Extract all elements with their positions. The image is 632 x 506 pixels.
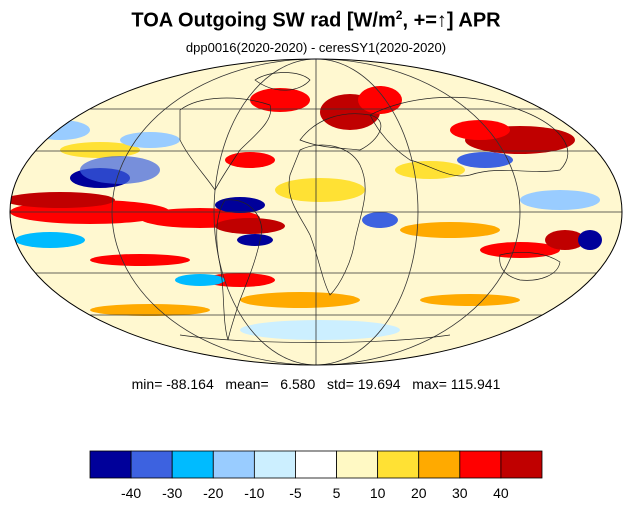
colorbar-tick-label: 40 <box>493 485 509 501</box>
colorbar-tick-label: 10 <box>370 485 386 501</box>
colorbar-swatch <box>295 450 337 479</box>
colorbar-swatch <box>500 450 543 479</box>
colorbar-swatch <box>336 450 379 479</box>
colorbar-tick-label: -10 <box>244 485 264 501</box>
colorbar-swatch <box>459 450 502 479</box>
graticule <box>10 59 622 365</box>
colorbar-swatch <box>212 450 255 479</box>
colorbar-swatch <box>171 450 214 479</box>
colorbar-tick-label: 30 <box>452 485 468 501</box>
plot-subtitle: dpp0016(2020-2020) - ceresSY1(2020-2020) <box>185 40 447 55</box>
plot-title: TOA Outgoing SW rad [W/m2, +=↑] APR <box>131 8 501 32</box>
coastlines <box>179 72 569 343</box>
colorbar-tick-label: -20 <box>203 485 223 501</box>
map-border <box>9 58 623 366</box>
colorbar-swatch <box>130 450 173 479</box>
colorbar-tick-label: -5 <box>289 485 302 501</box>
colorbar-tick-label: -30 <box>162 485 182 501</box>
colorbar-tick-label: 20 <box>411 485 427 501</box>
colorbar-swatch <box>418 450 461 479</box>
colorbar-swatch <box>253 450 296 479</box>
colorbar-swatch <box>377 450 420 479</box>
colorbar-swatch <box>89 450 132 479</box>
colorbar-tick-label: 5 <box>333 485 341 501</box>
colorbar-tick-label: -40 <box>121 485 141 501</box>
statistics-line: min= -88.164 mean= 6.580 std= 19.694 max… <box>131 376 501 392</box>
